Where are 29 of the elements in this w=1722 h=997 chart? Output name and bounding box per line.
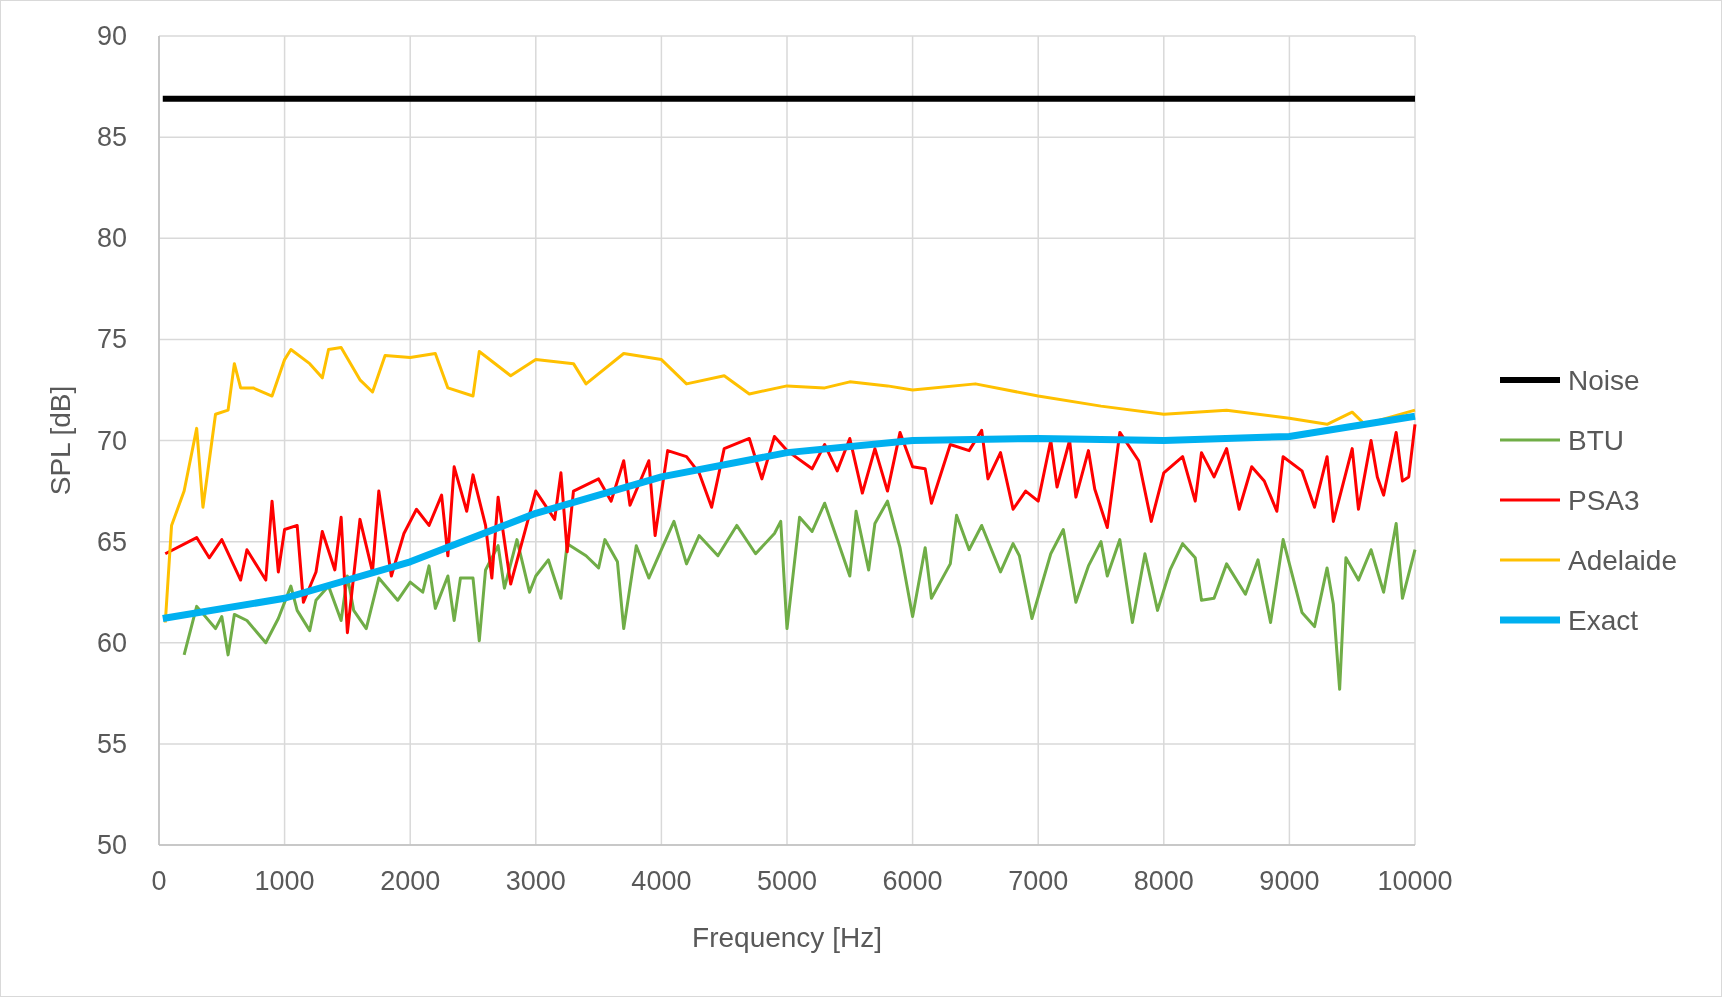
legend-label: Exact [1568, 605, 1639, 636]
x-tick-label: 2000 [380, 866, 441, 896]
x-tick-label: 0 [151, 866, 167, 896]
line-series [182, 499, 1417, 691]
legend-label: PSA3 [1568, 485, 1640, 516]
x-tick-label: 3000 [505, 866, 566, 896]
x-tick-label: 8000 [1133, 866, 1194, 896]
legend-label: BTU [1568, 425, 1624, 456]
x-tick-label: 1000 [254, 866, 315, 896]
x-tick-label: 5000 [756, 866, 818, 896]
x-tick-label: 9000 [1259, 866, 1320, 896]
x-tick-label: 7000 [1008, 866, 1069, 896]
y-tick-label: 55 [96, 728, 127, 759]
y-tick-label: 50 [96, 830, 127, 860]
legend-label: Adelaide [1568, 545, 1677, 576]
x-axis-title: Frequency [Hz] [692, 922, 882, 953]
line-series [163, 345, 1417, 625]
y-tick-label: 60 [96, 627, 127, 658]
x-tick-label: 10000 [1377, 866, 1453, 896]
y-tick-label: 85 [96, 122, 127, 153]
y-tick-label: 80 [96, 223, 127, 254]
legend-label: Noise [1568, 365, 1640, 396]
y-tick-label: 90 [96, 21, 127, 51]
y-tick-label: 70 [96, 425, 127, 456]
y-tick-label: 65 [96, 526, 127, 557]
y-axis-title: SPL [dB] [45, 385, 76, 496]
x-tick-label: 6000 [882, 866, 943, 896]
y-tick-label: 75 [96, 324, 127, 355]
x-tick-label: 4000 [631, 866, 692, 896]
